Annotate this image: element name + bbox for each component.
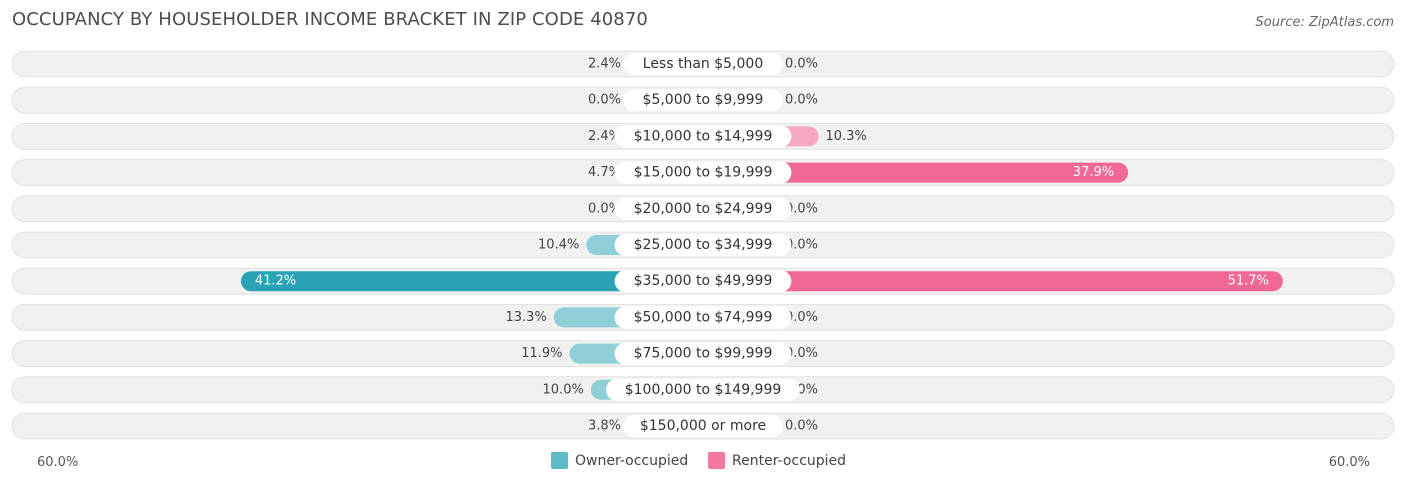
bar-row: 2.4% 10.3% $10,000 to $14,999 (11, 122, 1395, 150)
category-label: $10,000 to $14,999 (634, 128, 773, 144)
bar-row: 2.4% 0.0% Less than $5,000 (11, 50, 1395, 78)
owner-value-label: 10.4% (538, 238, 579, 253)
category-label: $15,000 to $19,999 (634, 165, 773, 181)
renter-value-label: 0.0% (785, 238, 818, 253)
category-label: $50,000 to $74,999 (634, 309, 773, 325)
bar-row: 0.0% 0.0% $5,000 to $9,999 (11, 86, 1395, 114)
owner-value-label: 10.0% (543, 382, 584, 397)
category-label: $100,000 to $149,999 (625, 382, 782, 398)
category-pill (614, 342, 792, 365)
renter-value-label: 10.3% (826, 129, 867, 144)
legend-item-owner: Owner-occupied (551, 452, 688, 469)
owner-value-label: 0.0% (588, 201, 621, 216)
bar-row: 41.2% 51.7% $35,000 to $49,999 (11, 267, 1395, 295)
chart-title: OCCUPANCY BY HOUSEHOLDER INCOME BRACKET … (12, 9, 648, 30)
owner-value-label: 11.9% (521, 346, 562, 361)
axis-label-left: 60.0% (37, 455, 79, 470)
owner-value-label: 41.2% (255, 274, 296, 289)
legend: Owner-occupied Renter-occupied (0, 452, 1406, 474)
renter-bar (703, 162, 1129, 183)
category-label: $75,000 to $99,999 (634, 346, 773, 362)
renter-value-label: 0.0% (785, 310, 818, 325)
legend-label-renter: Renter-occupied (732, 452, 846, 469)
owner-value-label: 2.4% (588, 57, 621, 72)
renter-value-label: 0.0% (785, 419, 818, 434)
category-label: $5,000 to $9,999 (643, 92, 764, 108)
category-pill (614, 270, 792, 293)
bar-row: 10.4% 0.0% $25,000 to $34,999 (11, 231, 1395, 259)
category-label: $20,000 to $24,999 (634, 201, 773, 217)
category-label: $35,000 to $49,999 (634, 273, 773, 289)
bar-row: 3.8% 0.0% $150,000 or more (11, 412, 1395, 440)
diverging-bar-chart: 2.4% 0.0% Less than $5,000 0.0% 0.0% $5,000 t… (11, 50, 1395, 440)
owner-value-label: 3.8% (588, 419, 621, 434)
renter-value-label: 0.0% (785, 201, 818, 216)
category-pill (614, 161, 792, 184)
owner-value-label: 13.3% (506, 310, 547, 325)
renter-value-label: 0.0% (785, 57, 818, 72)
legend-swatch-owner (551, 452, 568, 469)
legend-item-renter: Renter-occupied (708, 452, 846, 469)
legend-swatch-renter (708, 452, 725, 469)
bar-row: 4.7% 37.9% $15,000 to $19,999 (11, 159, 1395, 187)
category-pill (606, 378, 800, 401)
source-credit: Source: ZipAtlas.com (1255, 15, 1394, 30)
bar-row: 13.3% 0.0% $50,000 to $74,999 (11, 303, 1395, 331)
bar-row: 10.0% 0.0%$100,000 to $149,999 (11, 376, 1395, 404)
owner-value-label: 4.7% (588, 165, 621, 180)
owner-value-label: 0.0% (588, 93, 621, 108)
category-pill (614, 125, 792, 148)
category-pill (614, 306, 792, 329)
category-pill (623, 53, 783, 75)
renter-value-label: 37.9% (1073, 165, 1114, 180)
category-pill (614, 234, 792, 256)
renter-value-label: 0.0% (785, 93, 818, 108)
bar-row: 0.0% 0.0% $20,000 to $24,999 (11, 195, 1395, 223)
category-label: $25,000 to $34,999 (634, 237, 773, 253)
category-label: Less than $5,000 (643, 56, 763, 72)
category-pill (623, 89, 783, 112)
owner-value-label: 2.4% (588, 129, 621, 144)
renter-value-label: 0.0% (785, 346, 818, 361)
bar-row: 11.9% 0.0% $75,000 to $99,999 (11, 340, 1395, 368)
axis-label-right: 60.0% (1328, 455, 1370, 470)
renter-value-label: 51.7% (1228, 274, 1269, 289)
renter-bar (703, 271, 1283, 292)
legend-label-owner: Owner-occupied (575, 452, 689, 469)
category-pill (623, 415, 783, 437)
category-pill (614, 197, 792, 220)
category-label: $150,000 or more (640, 418, 766, 434)
owner-bar (240, 271, 703, 292)
